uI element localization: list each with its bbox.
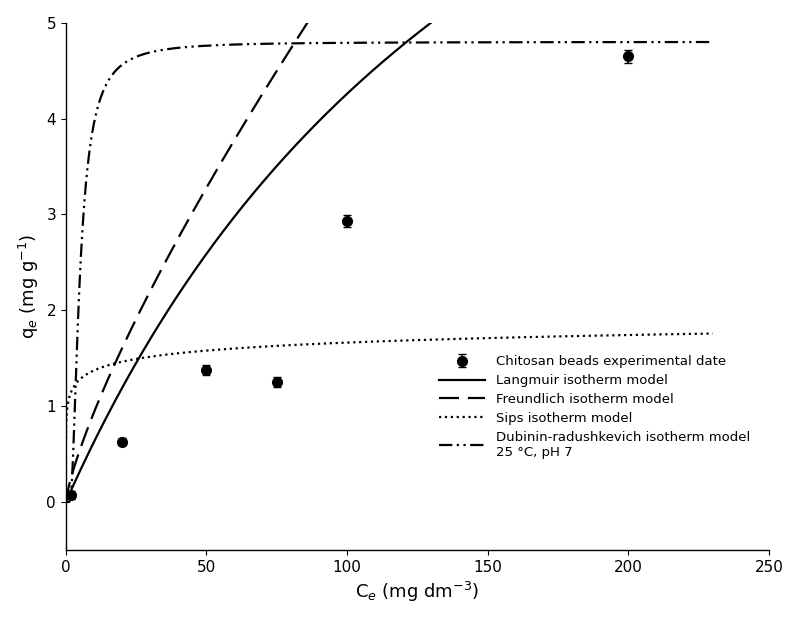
Sips isotherm model [94, 365, 104, 372]
Langmuir isotherm model [61, 498, 70, 505]
Langmuir isotherm model [375, 60, 385, 68]
Sips isotherm model [375, 338, 385, 345]
Dubinin-radushkevich isotherm model
25 °C, pH 7 [358, 39, 368, 47]
Line: Dubinin-radushkevich isotherm model
25 °C, pH 7: Dubinin-radushkevich isotherm model 25 °… [66, 42, 713, 502]
Y-axis label: q$_e$ (mg g$^{-1}$): q$_e$ (mg g$^{-1}$) [17, 233, 41, 339]
Line: Langmuir isotherm model: Langmuir isotherm model [66, 0, 713, 502]
Freundlich isotherm model [94, 397, 104, 404]
Dubinin-radushkevich isotherm model
25 °C, pH 7 [61, 498, 70, 505]
Sips isotherm model [358, 338, 368, 346]
Langmuir isotherm model [358, 75, 368, 83]
Sips isotherm model [689, 330, 698, 338]
Dubinin-radushkevich isotherm model
25 °C, pH 7 [708, 39, 718, 46]
Dubinin-radushkevich isotherm model
25 °C, pH 7 [689, 39, 698, 46]
Legend: Chitosan beads experimental date, Langmuir isotherm model, Freundlich isotherm m: Chitosan beads experimental date, Langmu… [434, 350, 755, 465]
Sips isotherm model [570, 332, 580, 340]
Dubinin-radushkevich isotherm model
25 °C, pH 7 [689, 39, 698, 46]
Langmuir isotherm model [94, 428, 104, 436]
Sips isotherm model [708, 330, 718, 337]
Sips isotherm model [61, 447, 70, 455]
Line: Sips isotherm model: Sips isotherm model [66, 333, 713, 451]
X-axis label: C$_e$ (mg dm$^{-3}$): C$_e$ (mg dm$^{-3}$) [355, 580, 479, 604]
Line: Freundlich isotherm model: Freundlich isotherm model [66, 0, 713, 502]
Dubinin-radushkevich isotherm model
25 °C, pH 7 [375, 39, 385, 47]
Sips isotherm model [689, 330, 698, 338]
Freundlich isotherm model [61, 498, 70, 505]
Dubinin-radushkevich isotherm model
25 °C, pH 7 [94, 100, 104, 107]
Dubinin-radushkevich isotherm model
25 °C, pH 7 [570, 39, 580, 46]
